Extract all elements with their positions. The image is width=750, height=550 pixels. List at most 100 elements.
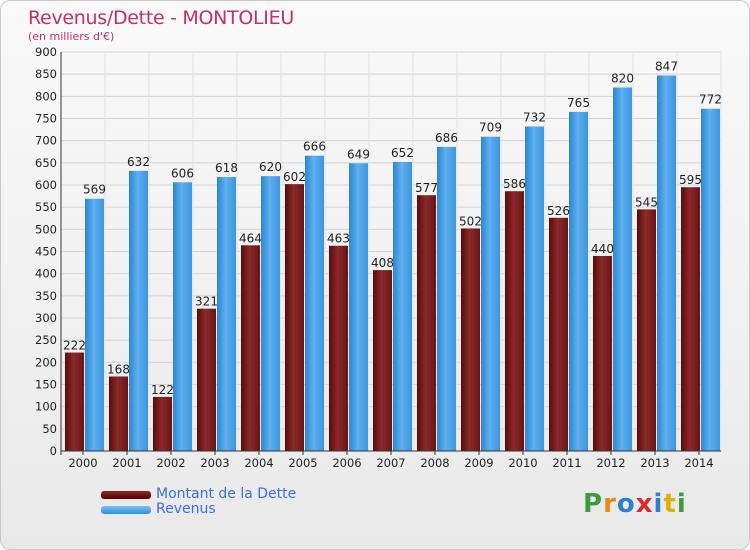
bar-revenue bbox=[261, 176, 280, 451]
x-tick-label: 2013 bbox=[640, 456, 669, 470]
bar-revenue bbox=[349, 163, 368, 451]
data-label-debt: 526 bbox=[547, 204, 570, 218]
legend-label-revenue: Revenus bbox=[156, 501, 216, 517]
x-tick-label: 2007 bbox=[376, 456, 405, 470]
logo-letter: i bbox=[676, 489, 687, 519]
data-label-revenue: 652 bbox=[391, 146, 414, 160]
data-label-debt: 545 bbox=[635, 195, 658, 209]
x-tick-label: 2003 bbox=[200, 456, 229, 470]
data-label-revenue: 820 bbox=[611, 71, 634, 85]
axes: 0 50 100 150 200 250 300 350 400 450 500 550 600 650 7… bbox=[35, 45, 721, 470]
bar-debt bbox=[593, 255, 612, 451]
data-label-debt: 321 bbox=[195, 295, 218, 309]
bar-revenue bbox=[437, 146, 456, 451]
x-tick-label: 2002 bbox=[156, 456, 185, 470]
data-label-debt: 464 bbox=[239, 231, 262, 245]
bar-debt bbox=[417, 195, 436, 451]
y-tick-label: 300 bbox=[35, 311, 57, 325]
bar-debt bbox=[153, 396, 172, 451]
bar-debt bbox=[285, 184, 304, 451]
data-label-debt: 122 bbox=[151, 383, 174, 397]
bar-revenue bbox=[305, 155, 324, 452]
y-tick-label: 100 bbox=[35, 400, 57, 414]
y-tick-label: 200 bbox=[35, 355, 57, 369]
bar-revenue bbox=[613, 87, 632, 451]
bar-debt bbox=[461, 228, 480, 451]
x-tick-label: 2000 bbox=[68, 456, 97, 470]
x-tick-label: 2006 bbox=[332, 456, 361, 470]
bar-revenue bbox=[173, 182, 192, 451]
bar-revenue bbox=[657, 75, 676, 451]
y-tick-label: 900 bbox=[35, 45, 57, 59]
logo-letter: i bbox=[653, 489, 664, 519]
bar-debt bbox=[329, 245, 348, 451]
bar-debt bbox=[373, 270, 392, 451]
data-label-revenue: 732 bbox=[523, 110, 546, 124]
bar-revenue bbox=[129, 170, 148, 451]
x-tick-label: 2005 bbox=[288, 456, 317, 470]
data-label-debt: 440 bbox=[591, 242, 614, 256]
y-tick-label: 450 bbox=[35, 245, 57, 259]
bar-revenue bbox=[481, 136, 500, 451]
proxiti-logo: Proxiti bbox=[583, 489, 687, 519]
logo-letter: o bbox=[616, 489, 636, 519]
data-label-debt: 577 bbox=[415, 181, 438, 195]
y-tick-label: 650 bbox=[35, 156, 57, 170]
y-tick-label: 50 bbox=[42, 422, 57, 436]
data-label-debt: 602 bbox=[283, 170, 306, 184]
bar-debt bbox=[681, 187, 700, 451]
data-label-revenue: 772 bbox=[699, 93, 722, 107]
bar-revenue bbox=[569, 111, 588, 451]
data-label-revenue: 686 bbox=[435, 131, 458, 145]
y-tick-label: 850 bbox=[35, 67, 57, 81]
bar-debt bbox=[109, 376, 128, 451]
bar-debt bbox=[197, 308, 216, 451]
data-label-revenue: 618 bbox=[215, 161, 238, 175]
y-tick-label: 600 bbox=[35, 178, 57, 192]
bar-debt bbox=[65, 352, 84, 451]
legend-label-debt: Montant de la Dette bbox=[156, 486, 297, 502]
y-tick-label: 400 bbox=[35, 267, 57, 281]
bar-revenue bbox=[393, 161, 412, 452]
data-label-debt: 586 bbox=[503, 177, 526, 191]
chart-title: Revenus/Dette - MONTOLIEU bbox=[28, 7, 294, 29]
y-tick-label: 350 bbox=[35, 289, 57, 303]
bar-debt bbox=[505, 191, 524, 451]
y-tick-label: 550 bbox=[35, 200, 57, 214]
data-label-debt: 502 bbox=[459, 214, 482, 228]
data-label-revenue: 765 bbox=[567, 96, 590, 110]
y-tick-label: 500 bbox=[35, 222, 57, 236]
x-tick-label: 2011 bbox=[552, 456, 581, 470]
data-label-debt: 595 bbox=[679, 173, 702, 187]
logo-letter: r bbox=[603, 489, 617, 519]
y-tick-label: 750 bbox=[35, 112, 57, 126]
bar-revenue bbox=[525, 126, 544, 451]
bars bbox=[65, 75, 720, 452]
data-label-debt: 222 bbox=[63, 339, 86, 353]
data-label-revenue: 632 bbox=[127, 155, 150, 169]
legend-swatch-debt bbox=[101, 491, 151, 499]
data-label-revenue: 606 bbox=[171, 166, 194, 180]
data-label-revenue: 666 bbox=[303, 140, 326, 154]
bar-debt bbox=[549, 217, 568, 451]
legend-swatch-revenue bbox=[101, 506, 151, 514]
x-tick-label: 2014 bbox=[684, 456, 713, 470]
x-tick-label: 2010 bbox=[508, 456, 537, 470]
data-label-revenue: 620 bbox=[259, 160, 282, 174]
data-label-revenue: 709 bbox=[479, 121, 502, 135]
bar-revenue bbox=[217, 177, 236, 451]
x-tick-label: 2012 bbox=[596, 456, 625, 470]
data-label-debt: 408 bbox=[371, 256, 394, 270]
logo-letter: x bbox=[635, 489, 654, 519]
data-label-revenue: 569 bbox=[83, 183, 106, 197]
y-tick-label: 700 bbox=[35, 134, 57, 148]
bar-revenue bbox=[701, 108, 720, 451]
data-label-revenue: 847 bbox=[655, 59, 678, 73]
x-tick-label: 2009 bbox=[464, 456, 493, 470]
logo-letter: t bbox=[663, 489, 677, 519]
y-tick-label: 150 bbox=[35, 378, 57, 392]
chart-subtitle: (en milliers d'€) bbox=[28, 30, 115, 43]
data-label-debt: 463 bbox=[327, 232, 350, 246]
